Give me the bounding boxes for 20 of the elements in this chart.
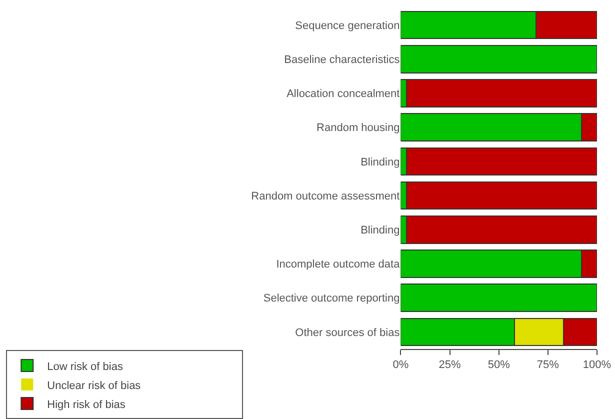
- x-tick-label: 0%: [392, 359, 409, 372]
- y-tick-label: Incomplete outcome data: [276, 258, 401, 271]
- y-tick-label: Other sources of bias: [295, 326, 400, 339]
- legend-label: High risk of bias: [47, 398, 126, 411]
- y-tick-label: Selective outcome reporting: [263, 292, 400, 305]
- bar: [400, 45, 597, 74]
- y-tick-label: Baseline characteristics: [284, 54, 400, 66]
- legend-label: Unclear risk of bias: [47, 380, 142, 392]
- y-tick-label: Allocation concealment: [286, 88, 400, 100]
- x-tick-label: 25%: [438, 359, 462, 372]
- x-tick-label: 50%: [488, 359, 510, 372]
- x-tick-label: 100%: [582, 359, 612, 372]
- y-tick-label: Random outcome assessment: [251, 190, 400, 202]
- y-tick-label: Sequence generation: [295, 20, 400, 32]
- y-tick-label: Blinding: [360, 224, 400, 236]
- y-tick-label: Random housing: [316, 122, 400, 134]
- y-tick-label: Blinding: [360, 156, 400, 168]
- x-tick-label: 75%: [536, 359, 560, 372]
- legend-label: Low risk of bias: [47, 360, 124, 373]
- bar: [400, 284, 597, 312]
